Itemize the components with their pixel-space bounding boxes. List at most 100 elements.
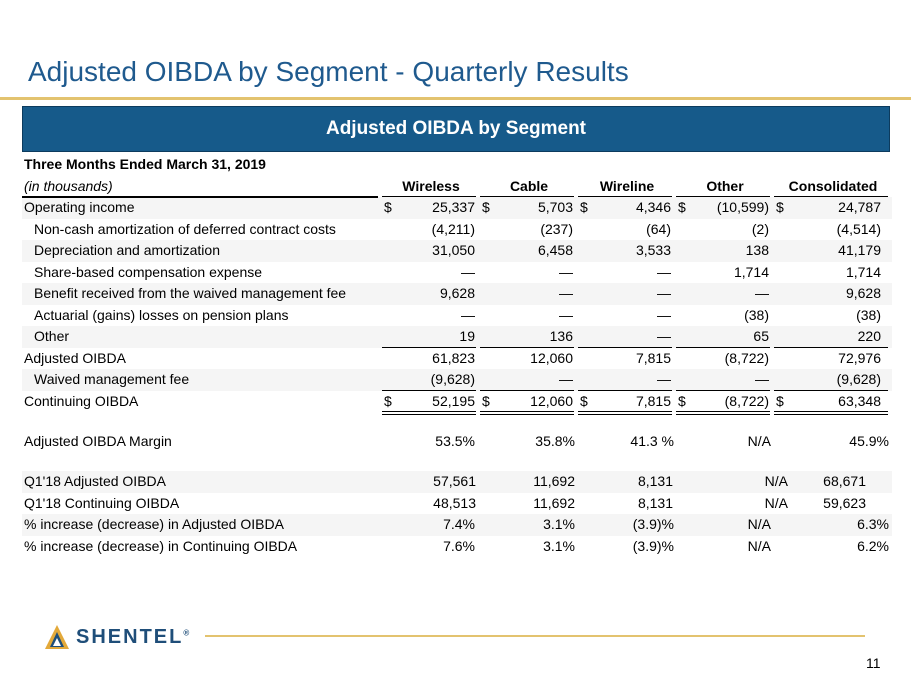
row-label: Operating income: [24, 199, 135, 215]
cell-value: —: [559, 371, 573, 387]
cell-value: (10,599): [716, 199, 769, 215]
dollar-sign: $: [776, 392, 784, 409]
row-label: Q1'18 Adjusted OIBDA: [24, 473, 166, 489]
row-label: Actuarial (gains) losses on pension plan…: [34, 306, 289, 323]
cell-value: (38): [856, 306, 881, 323]
slide-title: Adjusted OIBDA by Segment - Quarterly Re…: [28, 56, 629, 87]
cell-value: (8,722): [724, 392, 769, 409]
cell-value: 7,815: [635, 392, 671, 409]
cell-value: 7.4%: [443, 516, 475, 532]
cell-value: N/A: [747, 432, 771, 449]
cell-value: 59,623: [823, 494, 866, 511]
cell-value: 11,692: [533, 473, 575, 489]
cell-value: 68,671: [823, 473, 866, 489]
cell-value: 65: [753, 328, 769, 344]
period-label: Three Months Ended March 31, 2019: [24, 156, 266, 172]
cell-value: 6.2%: [857, 537, 889, 554]
cell-value: 52,195: [432, 392, 475, 409]
cell-value: (237): [540, 220, 573, 237]
title-divider: [0, 97, 911, 100]
cell-value: 3,533: [635, 242, 671, 258]
units-label: (in thousands): [24, 177, 113, 194]
cell-value: N/A: [764, 494, 788, 511]
table-row: Q1'18 Continuing OIBDA 48,513 11,692 8,131 N…: [22, 492, 892, 514]
col-header-wireless: Wireless: [402, 177, 460, 194]
col-header-consolidated: Consolidated: [788, 177, 878, 194]
row-label: Q1'18 Continuing OIBDA: [24, 494, 180, 511]
cell-value: 31,050: [432, 242, 475, 258]
segment-table: Three Months Ended March 31, 2019 (in th…: [22, 154, 892, 557]
cell-value: —: [755, 371, 769, 387]
dollar-sign: $: [482, 199, 490, 215]
cell-value: 3.1%: [543, 537, 575, 554]
col-header-other: Other: [706, 177, 744, 194]
cell-value: 1,714: [733, 263, 769, 280]
row-label: Non-cash amortization of deferred contra…: [34, 220, 336, 237]
table-row: Continuing OIBDA $52,195 $12,060 $7,815 $ (8,…: [22, 390, 892, 415]
cell-value: —: [461, 263, 475, 280]
row-label: % increase (decrease) in Adjusted OIBDA: [24, 516, 284, 532]
table-row: Share-based compensation expense — — — 1,714…: [22, 261, 892, 283]
cell-value: —: [461, 306, 475, 323]
header-row: (in thousands) Wireless Cable Wireline O…: [22, 175, 892, 197]
cell-value: —: [657, 285, 671, 301]
cell-value: 41,179: [838, 242, 881, 258]
cell-value: 1,714: [845, 263, 881, 280]
cell-value: (9,628): [836, 371, 881, 387]
period-row: Three Months Ended March 31, 2019: [22, 154, 892, 176]
spacer: [22, 412, 892, 431]
cell-value: —: [657, 328, 671, 344]
cell-value: (38): [744, 306, 769, 323]
cell-value: 48,513: [433, 494, 476, 511]
spacer: [22, 452, 892, 471]
company-logo: SHENTEL®: [44, 624, 189, 650]
cell-value: N/A: [764, 473, 788, 489]
cell-value: 8,131: [637, 494, 673, 511]
footer-divider: [205, 635, 865, 637]
cell-value: 9,628: [845, 285, 881, 301]
cell-value: 53.5%: [435, 432, 475, 449]
cell-value: 12,060: [530, 349, 573, 366]
section-banner: Adjusted OIBDA by Segment: [22, 106, 890, 152]
dollar-sign: $: [384, 199, 392, 215]
col-header-wireline: Wireline: [599, 177, 655, 194]
cell-value: 45.9%: [849, 432, 889, 449]
row-label: Other: [34, 328, 70, 344]
row-label: Adjusted OIBDA Margin: [24, 432, 172, 449]
cell-value: 7.6%: [443, 537, 475, 554]
table-row: Q1'18 Adjusted OIBDA 57,561 11,692 8,131 N/A…: [22, 471, 892, 493]
cell-value: —: [657, 306, 671, 323]
logo-text: SHENTEL®: [76, 625, 190, 648]
row-label: Share-based compensation expense: [34, 263, 263, 280]
cell-value: 4,346: [635, 199, 671, 215]
cell-value: 6.3%: [857, 516, 889, 532]
cell-value: 9,628: [439, 285, 475, 301]
cell-value: —: [559, 263, 573, 280]
cell-value: 19: [459, 328, 475, 344]
row-label: % increase (decrease) in Continuing OIBD…: [24, 537, 298, 554]
table-row: Non-cash amortization of deferred contra…: [22, 218, 892, 240]
cell-value: 57,561: [433, 473, 476, 489]
table-row: Benefit received from the waived managem…: [22, 283, 892, 305]
cell-value: —: [755, 285, 769, 301]
row-label: Continuing OIBDA: [24, 392, 139, 409]
cell-value: 220: [857, 328, 881, 344]
cell-value: 61,823: [432, 349, 475, 366]
row-label: Waived management fee: [34, 371, 190, 387]
row-label: Adjusted OIBDA: [24, 349, 126, 366]
cell-value: 7,815: [635, 349, 671, 366]
dollar-sign: $: [678, 392, 686, 409]
dollar-sign: $: [678, 199, 686, 215]
dollar-sign: $: [580, 199, 588, 215]
cell-value: (8,722): [724, 349, 769, 366]
table-row: Waived management fee (9,628) — — — (9,628): [22, 369, 892, 391]
cell-value: (64): [646, 220, 671, 237]
cell-value: —: [559, 285, 573, 301]
row-label: Depreciation and amortization: [34, 242, 220, 258]
logo-mark-icon: [45, 625, 69, 649]
cell-value: (4,211): [431, 220, 475, 237]
cell-value: (3.9)%: [632, 537, 674, 554]
table-row: Actuarial (gains) losses on pension plan…: [22, 304, 892, 326]
row-label: Benefit received from the waived managem…: [34, 285, 347, 301]
table-row: Adjusted OIBDA 61,823 12,060 7,815 (8,722) 72…: [22, 347, 892, 369]
